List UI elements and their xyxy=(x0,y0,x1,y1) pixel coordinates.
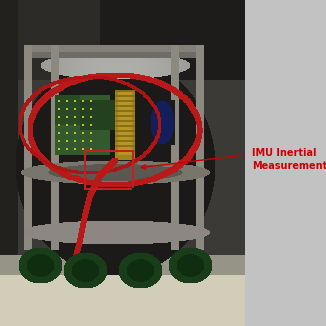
Bar xyxy=(245,0,326,326)
Text: Measurement: Measurement xyxy=(252,161,326,171)
Text: IMU Inertial: IMU Inertial xyxy=(252,148,317,158)
